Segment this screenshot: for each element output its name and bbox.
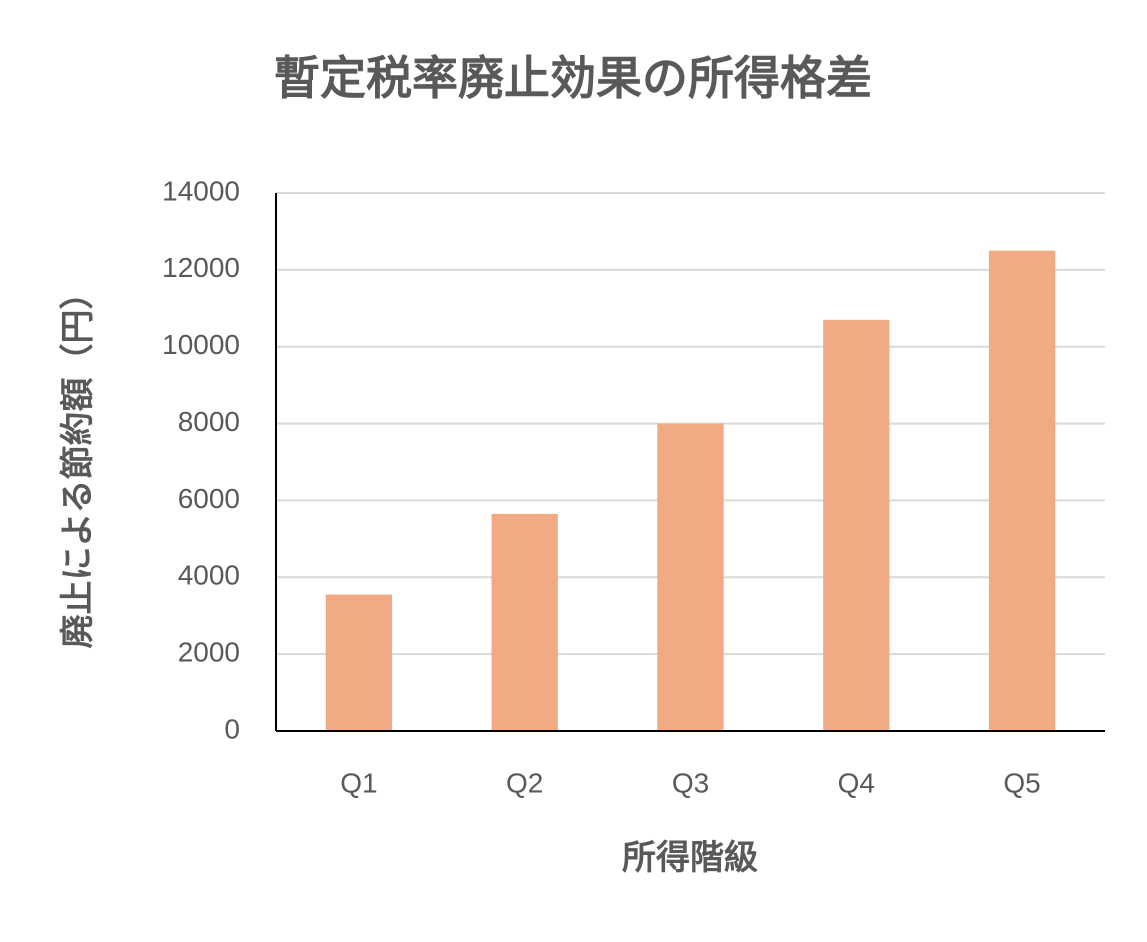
x-tick-label: Q5 (1003, 767, 1040, 798)
chart-title: 暫定税率廃止効果の所得格差 (274, 52, 872, 104)
x-axis-label: 所得階級 (622, 839, 758, 877)
y-tick-label: 10000 (162, 329, 240, 360)
y-tick-label: 0 (224, 713, 240, 744)
bar (325, 594, 393, 731)
y-tick-label: 8000 (178, 406, 240, 437)
x-tick-label: Q1 (340, 767, 377, 798)
y-tick-label: 6000 (178, 483, 240, 514)
x-tick-label: Q4 (838, 767, 875, 798)
y-tick-label: 14000 (162, 175, 240, 206)
y-tick-label: 2000 (178, 637, 240, 668)
y-tick-label: 12000 (162, 252, 240, 283)
x-tick-label: Q3 (672, 767, 709, 798)
bar (657, 423, 724, 731)
bar (823, 319, 890, 731)
bar (988, 250, 1056, 731)
y-tick-label: 4000 (178, 560, 240, 591)
x-tick-label: Q2 (506, 767, 543, 798)
bar (491, 513, 558, 731)
y-axis-label: 廃止による節約額（円） (58, 276, 97, 649)
